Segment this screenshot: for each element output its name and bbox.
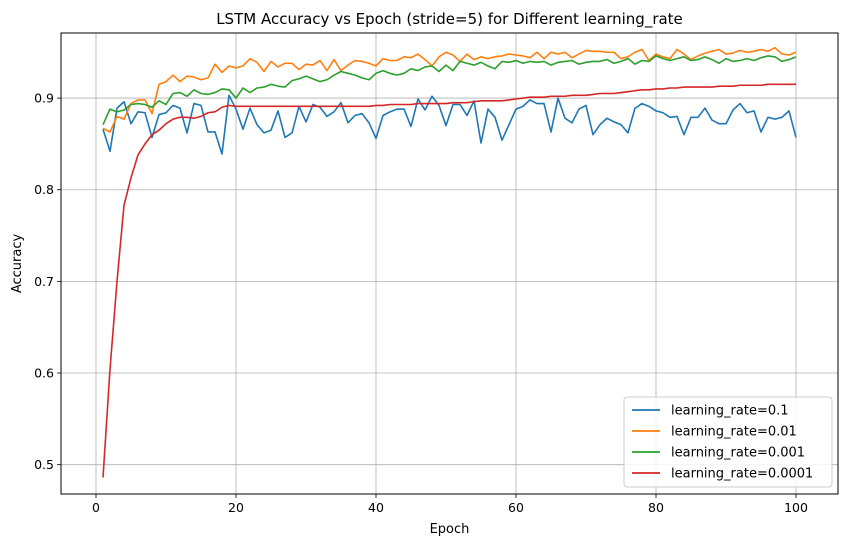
x-axis-label: Epoch bbox=[430, 522, 470, 537]
x-tick-label: 0 bbox=[92, 500, 100, 515]
x-tick-label: 40 bbox=[368, 500, 384, 515]
y-tick-label: 0.5 bbox=[34, 457, 54, 472]
series-line bbox=[102, 94, 797, 155]
series-line bbox=[102, 46, 797, 133]
x-tick-label: 100 bbox=[784, 500, 808, 515]
plot-frame bbox=[60, 32, 839, 495]
x-tick-label: 60 bbox=[508, 500, 524, 515]
legend-label: learning_rate=0.01 bbox=[671, 425, 797, 440]
y-tick-label: 0.8 bbox=[34, 182, 54, 197]
chart-title: LSTM Accuracy vs Epoch (stride=5) for Di… bbox=[216, 10, 683, 29]
axis-ticks: 0 20 40 60 80 100 0.5 0.6 0.7 0.8 0.9 bbox=[34, 91, 808, 515]
series-line bbox=[102, 83, 796, 478]
series-line bbox=[102, 55, 797, 125]
x-tick-label: 80 bbox=[648, 500, 664, 515]
y-tick-label: 0.9 bbox=[34, 91, 54, 106]
legend-label: learning_rate=0.0001 bbox=[671, 467, 813, 482]
y-axis-label: Accuracy bbox=[10, 234, 25, 294]
y-tick-label: 0.6 bbox=[34, 366, 54, 381]
legend-box bbox=[623, 396, 833, 488]
legend-label: learning_rate=0.001 bbox=[671, 446, 805, 461]
series-lines bbox=[102, 46, 797, 478]
legend-label: learning_rate=0.1 bbox=[671, 404, 789, 419]
y-tick-label: 0.7 bbox=[34, 274, 54, 289]
legend: learning_rate=0.1 learning_rate=0.01learn… bbox=[623, 396, 833, 488]
x-tick-label: 20 bbox=[228, 500, 244, 515]
